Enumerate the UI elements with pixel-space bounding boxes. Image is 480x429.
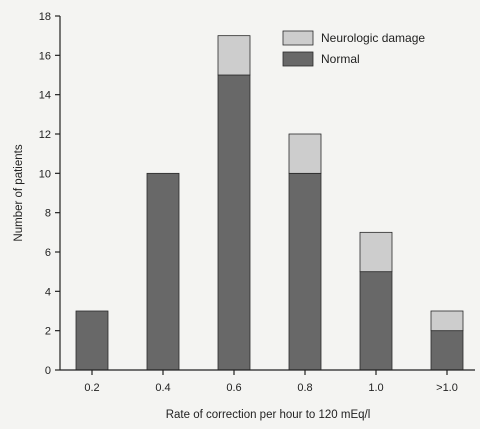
y-tick-label: 6	[45, 247, 51, 259]
bar-neurologic-damage	[288, 133, 322, 174]
legend: Neurologic damage Normal	[282, 30, 425, 67]
y-tick-label: 2	[45, 326, 51, 338]
bar-normal	[146, 172, 180, 371]
x-tick-label: 1.0	[368, 382, 383, 394]
x-axis-label: Rate of correction per hour to 120 mEq/l	[166, 409, 371, 421]
legend-label: Normal	[321, 52, 360, 66]
bar-normal	[288, 172, 322, 371]
x-ticks: 0.2 0.4 0.6 0.8 1.0 >1.0	[84, 370, 458, 394]
bar-neurologic-damage	[430, 310, 464, 332]
bar-normal	[359, 271, 393, 371]
bar-neurologic-damage	[217, 35, 251, 76]
x-tick-label: 0.8	[297, 382, 312, 394]
x-tick-label: 0.2	[84, 382, 99, 394]
y-tick-label: 18	[39, 11, 51, 23]
bar-normal	[75, 310, 109, 371]
y-tick-label: 0	[45, 365, 51, 377]
x-tick-label: 0.4	[155, 382, 170, 394]
bar-neurologic-damage	[359, 231, 393, 273]
bar-normal	[217, 74, 251, 371]
y-tick-label: 12	[39, 129, 51, 141]
legend-swatch	[282, 51, 314, 67]
y-tick-label: 10	[39, 168, 51, 180]
x-tick-label: >1.0	[436, 382, 458, 394]
legend-swatch	[282, 30, 314, 46]
y-tick-label: 14	[39, 90, 51, 102]
y-axis-label: Number of patients	[13, 144, 25, 241]
y-ticks: 0 2 4 6 8 10 12 14 16 18	[39, 11, 60, 377]
bar-normal	[430, 330, 464, 371]
y-tick-label: 8	[45, 208, 51, 220]
axes	[59, 16, 475, 371]
bars	[75, 35, 464, 371]
y-tick-label: 16	[39, 50, 51, 62]
y-tick-label: 4	[45, 286, 51, 298]
x-tick-label: 0.6	[226, 382, 241, 394]
legend-label: Neurologic damage	[321, 31, 425, 45]
